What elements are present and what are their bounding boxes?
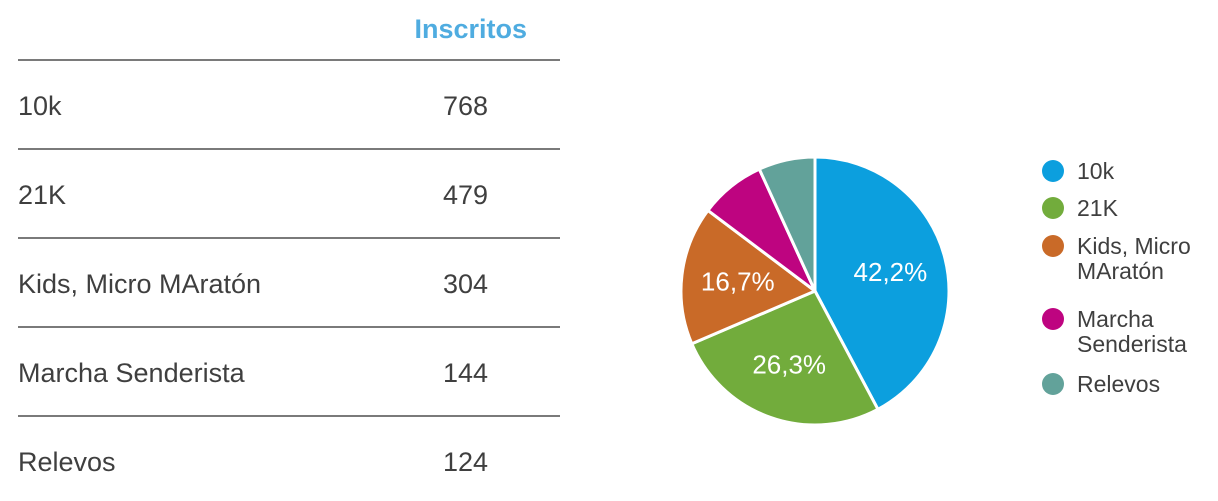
table-row-label: 10k [18,91,62,121]
pie-legend: 10k 21K Kids, Micro MAratón Marcha Senderis… [1042,155,1218,435]
legend-item-label: 21K [1077,195,1118,221]
pie-slice [679,208,817,346]
legend-item-label: Relevos [1077,371,1161,397]
table-row: 21K 479 [18,172,560,218]
row-divider [18,326,560,328]
row-divider [18,148,560,150]
legend-item-label: Kids, Micro MAratón [1077,233,1191,284]
pie-slice-label: 16,7% [701,267,775,297]
pie-slice-label: 26,3% [752,349,826,379]
table-row-value: 768 [443,91,489,121]
table-row-label: Relevos [18,447,116,477]
legend-swatch-icon [1042,373,1064,395]
table-row-value: 124 [443,447,489,477]
legend-item: Relevos [1042,372,1217,397]
table-row-label: 21K [18,180,67,210]
table-row-label: Marcha Senderista [18,358,245,388]
table-row: Relevos 124 [18,439,560,485]
pie-chart: 42,2% 26,3% 16,7% [679,155,951,427]
table-row: Marcha Senderista 144 [18,350,560,396]
legend-swatch-icon [1042,235,1064,257]
legend-item: 21K [1042,196,1217,221]
legend-item: Marcha Senderista [1042,307,1217,357]
legend-item: 10k [1042,159,1217,184]
table-row: Kids, Micro MAratón 304 [18,261,560,307]
pie-chart-svg: 42,2% 26,3% 16,7% [679,155,951,427]
table-row-label: Kids, Micro MAratón [18,269,262,299]
pie-slice-label: 42,2% [854,257,928,287]
table-row-value: 304 [443,269,489,299]
inscritos-table: Inscritos 10k 768 21K 479 Kids, Micro MArató… [18,0,560,501]
legend-swatch-icon [1042,160,1064,182]
legend-item: Kids, Micro MAratón [1042,234,1217,284]
table-row-value: 479 [443,180,489,210]
table-row: 10k 768 [18,83,560,129]
row-divider [18,59,560,61]
legend-swatch-icon [1042,308,1064,330]
legend-item-label: Marcha Senderista [1077,306,1187,357]
table-row-value: 144 [443,358,489,388]
legend-swatch-icon [1042,197,1064,219]
row-divider [18,237,560,239]
pie-slice [757,155,817,293]
row-divider [18,415,560,417]
legend-item-label: 10k [1077,158,1115,184]
table-header-inscritos: Inscritos [414,14,527,44]
pie-slice [813,155,951,411]
